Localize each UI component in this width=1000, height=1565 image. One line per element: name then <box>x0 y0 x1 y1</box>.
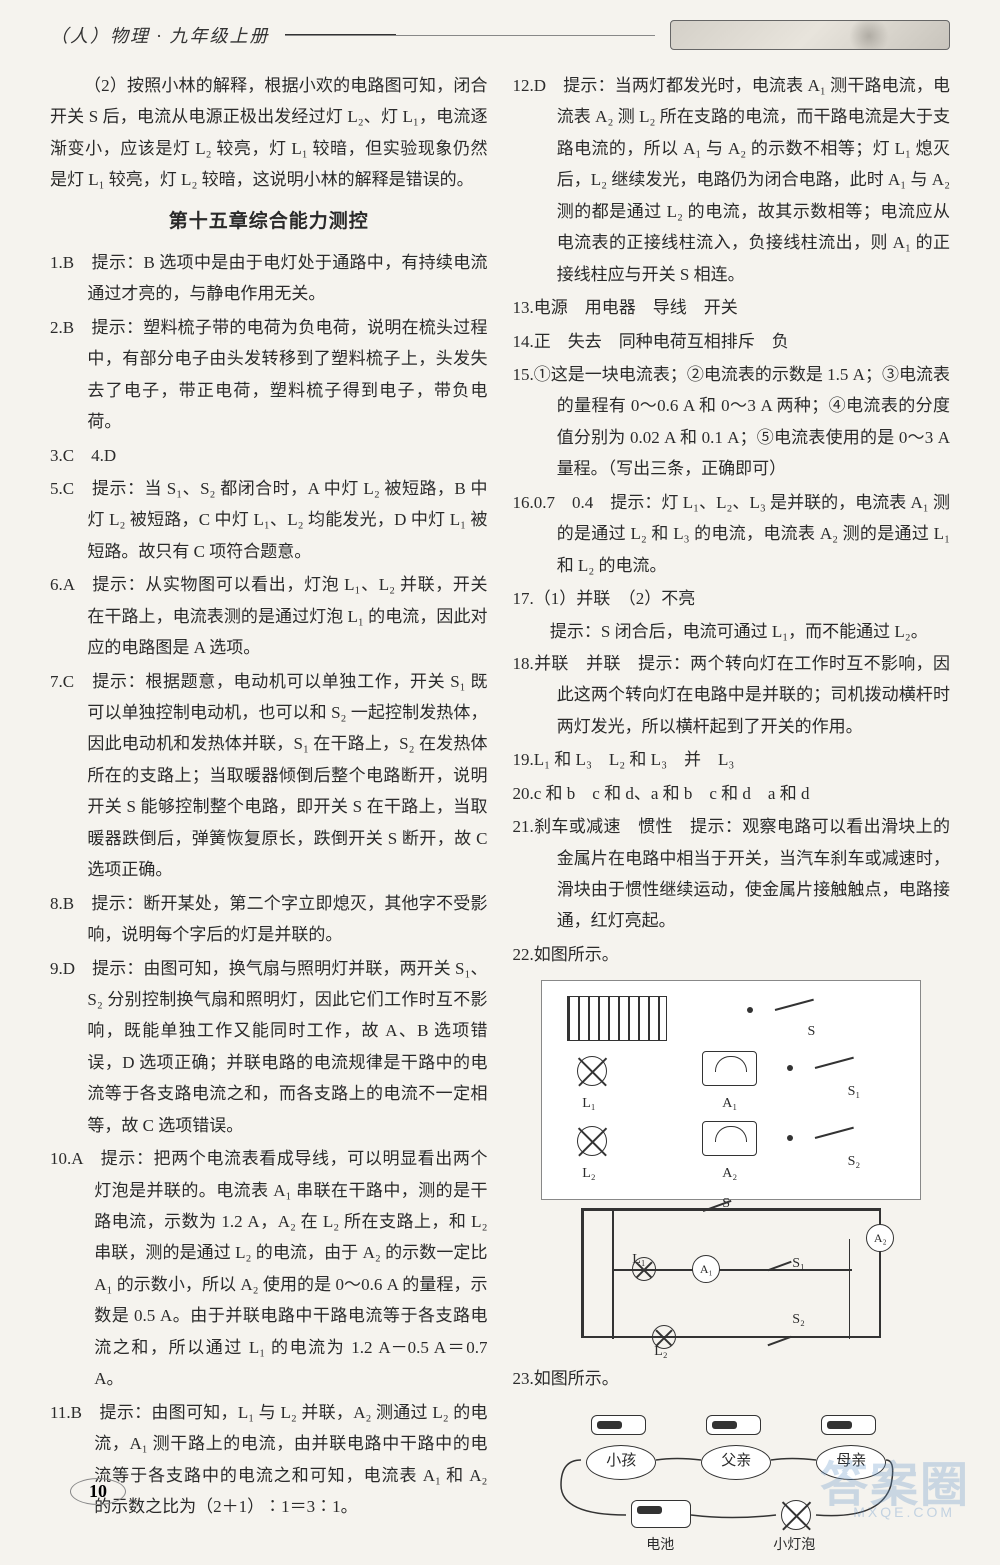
wire-icon <box>582 1209 584 1337</box>
header-decoration-image <box>670 20 950 50</box>
bulb-l2-icon <box>577 1126 607 1156</box>
ammeter-a2-icon <box>702 1121 757 1156</box>
switch-s2-label: S₂ <box>848 1149 861 1175</box>
answer-item-21: 21.刹车或减速 惯性 提示：观察电路可以看出滑块上的金属片在电路中相当于开关，… <box>513 811 951 937</box>
figure-22-container: S A₁ S₁ L₁ A₂ S₂ L₂ <box>513 980 951 1338</box>
circuit-diagram-1: S A₁ S₁ L₁ A₂ S₂ L₂ <box>541 980 921 1200</box>
answer-item-1: 1.B 提示：B 选项中是由于电灯处于通路中，有持续电流通过才亮的，与静电作用无… <box>50 247 488 310</box>
answer-item-22: 22.如图所示。 <box>513 939 951 970</box>
main-content: （2）按照小林的解释，根据小欢的电路图可知，闭合开关 S 后，电流从电源正极出发… <box>0 60 1000 1565</box>
answer-item-15: 15.①这是一块电流表；②电流表的示数是 1.5 A；③电流表的量程有 0～0.… <box>513 359 951 485</box>
answer-item-17b: 提示：S 闭合后，电流可通过 L₁，而不能通过 L₂。 <box>513 616 951 647</box>
lamp-l1-label: L₁ <box>632 1247 645 1273</box>
header-title: （人）物理 · 九年级上册 <box>50 22 270 48</box>
switch-s1-icon <box>790 1059 840 1079</box>
answer-item-17a: 17.（1）并联 （2）不亮 <box>513 583 951 614</box>
wire-icon <box>849 1239 851 1339</box>
answer-item-5: 5.C 提示：当 S₁、S₂ 都闭合时，A 中灯 L₂ 被短路，B 中灯 L₂ … <box>50 473 488 567</box>
answer-item-13: 13.电源 用电器 导线 开关 <box>513 292 951 323</box>
ammeter-a1-icon: A₁ <box>692 1255 720 1283</box>
switch-s1-label: S₁ <box>848 1079 861 1105</box>
section-title: 第十五章综合能力测控 <box>50 204 488 239</box>
switch-s1-label: S₁ <box>792 1251 805 1277</box>
answer-item-3-4: 3.C 4.D <box>50 440 488 471</box>
answer-item-19: 19.L₁ 和 L₃ L₂ 和 L₃ 并 L₃ <box>513 744 951 775</box>
circuit-diagram-2: S A₂ L₁ A₁ S₁ L₂ S₂ <box>581 1208 881 1338</box>
answer-item-9: 9.D 提示：由图可知，换气扇与照明灯并联，两开关 S₁、S₂ 分别控制换气扇和… <box>50 953 488 1142</box>
intro-paragraph: （2）按照小林的解释，根据小欢的电路图可知，闭合开关 S 后，电流从电源正极出发… <box>50 70 488 196</box>
answer-item-8: 8.B 提示：断开某处，第二个字立即熄灭，其他字不受影响，说明每个字后的灯是并联… <box>50 888 488 951</box>
lamp-l2-label: L₂ <box>654 1339 667 1365</box>
answer-item-7: 7.C 提示：根据题意，电动机可以单独工作，开关 S₁ 既可以单独控制电动机，也… <box>50 666 488 886</box>
watermark-url: MXQE.COM <box>853 1504 955 1520</box>
answer-item-18: 18.并联 并联 提示：两个转向灯在工作时互不影响，因此这两个转向灯在电路中是并… <box>513 648 951 742</box>
page-number: 10 <box>70 1478 126 1505</box>
page-number-value: 10 <box>70 1478 126 1505</box>
answer-item-23: 23.如图所示。 <box>513 1363 951 1394</box>
switch-s-icon <box>750 1001 800 1021</box>
answer-item-20: 20.c 和 b c 和 d、a 和 b c 和 d a 和 d <box>513 778 951 809</box>
switch-s-label: S <box>807 1019 815 1045</box>
header-divider <box>285 34 656 36</box>
left-column: （2）按照小林的解释，根据小欢的电路图可知，闭合开关 S 后，电流从电源正极出发… <box>50 70 488 1565</box>
switch-s2-icon <box>790 1129 840 1149</box>
answer-item-16: 16.0.7 0.4 提示：灯 L₁、L₂、L₃ 是并联的，电流表 A₁ 测的是… <box>513 487 951 581</box>
wire-icon <box>582 1336 880 1338</box>
page-header: （人）物理 · 九年级上册 <box>0 20 1000 50</box>
ammeter-a2-label: A₂ <box>722 1161 737 1187</box>
bulb-l2-label: L₂ <box>582 1161 595 1187</box>
answer-item-6: 6.A 提示：从实物图可以看出，灯泡 L₁、L₂ 并联，开关在干路上，电流表测的… <box>50 569 488 663</box>
wire-icon <box>612 1209 614 1339</box>
answer-item-12: 12.D 提示：当两灯都发光时，电流表 A₁ 测干路电流，电流表 A₂ 测 L₂… <box>513 70 951 290</box>
bulb-l1-icon <box>577 1056 607 1086</box>
battery-icon <box>567 996 667 1041</box>
switch-s2-label: S₂ <box>792 1307 805 1333</box>
ammeter-a2-icon: A₂ <box>866 1224 894 1252</box>
answer-item-14: 14.正 失去 同种电荷互相排斥 负 <box>513 326 951 357</box>
wire-icon <box>582 1209 880 1211</box>
ammeter-a1-icon <box>702 1051 757 1086</box>
right-column: 12.D 提示：当两灯都发光时，电流表 A₁ 测干路电流，电流表 A₂ 测 L₂… <box>513 70 951 1565</box>
bulb-l1-label: L₁ <box>582 1091 595 1117</box>
answer-item-2: 2.B 提示：塑料梳子带的电荷为负电荷，说明在梳头过程中，有部分电子由头发转移到… <box>50 312 488 438</box>
answer-item-10: 10.A 提示：把两个电流表看成导线，可以明显看出两个灯泡是并联的。电流表 A₁… <box>50 1143 488 1395</box>
ammeter-a1-label: A₁ <box>722 1091 737 1117</box>
